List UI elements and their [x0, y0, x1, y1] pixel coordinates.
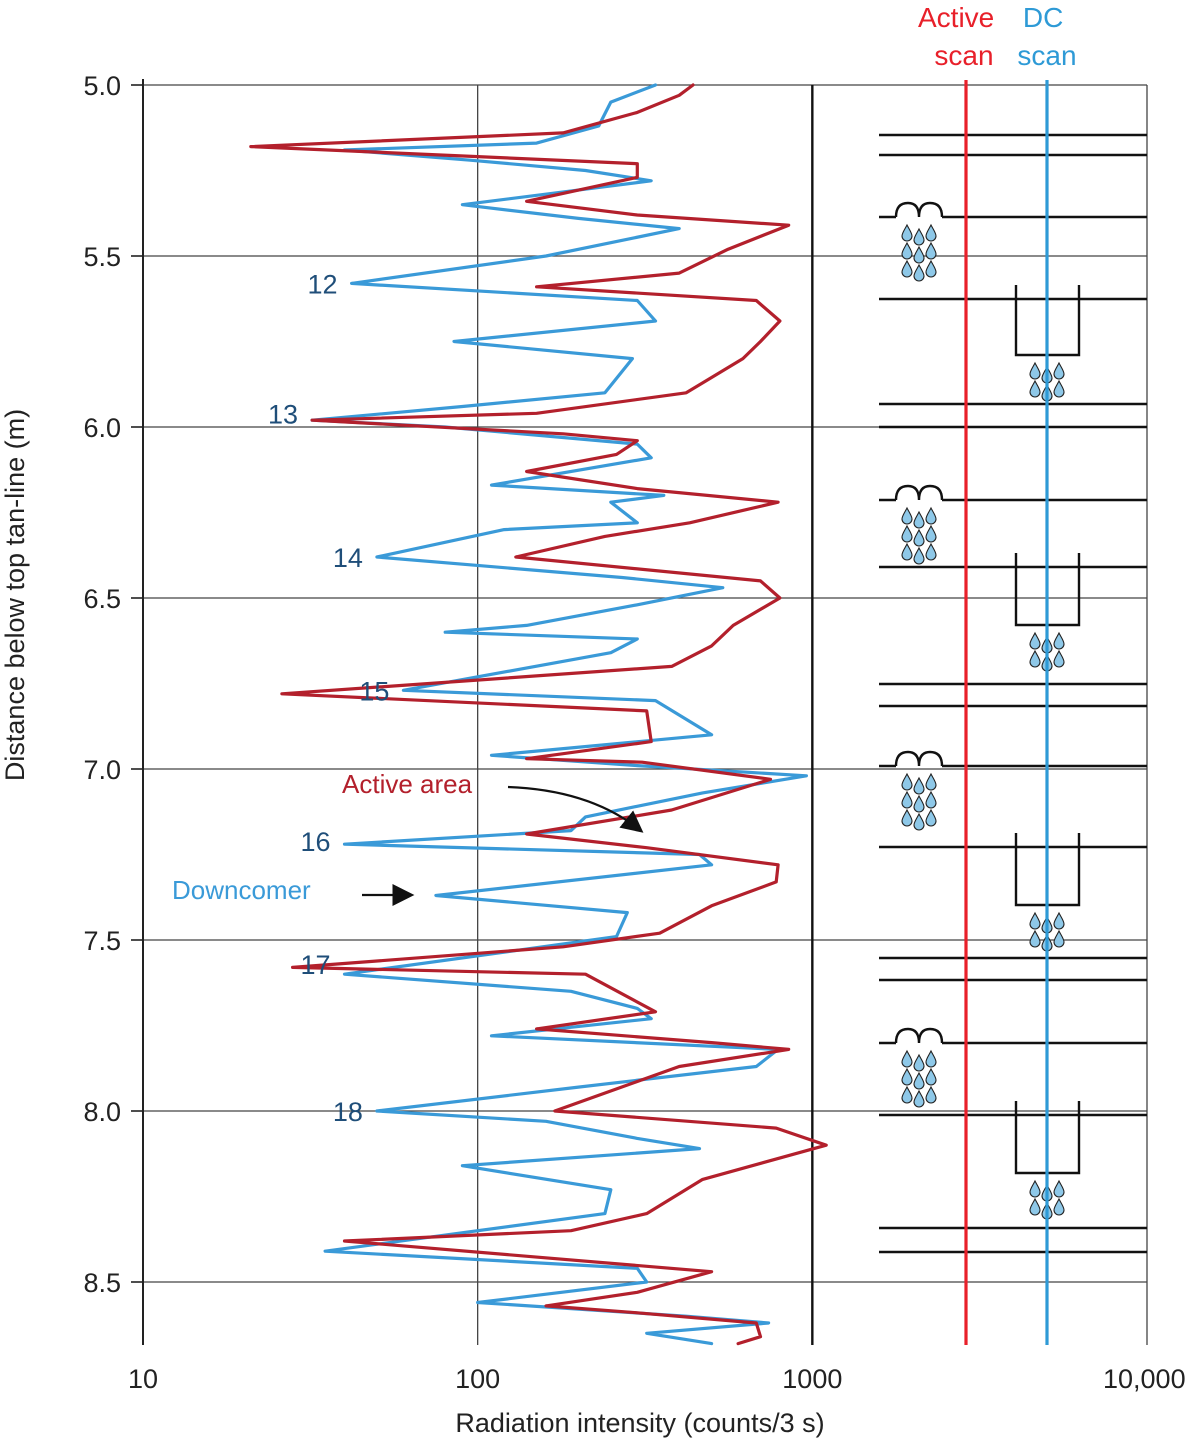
droplet-icon	[925, 506, 937, 525]
droplet-icon	[913, 1053, 925, 1072]
legend-active-scan-label: Active scan	[918, 2, 1002, 71]
droplet-icon	[913, 1089, 925, 1108]
droplet-icon	[901, 808, 913, 827]
droplet-icon	[913, 812, 925, 831]
droplet-icon	[1053, 649, 1065, 668]
droplet-icon	[913, 245, 925, 264]
droplet-icon	[1053, 631, 1065, 650]
droplet-icon	[925, 542, 937, 561]
y-tick-label: 7.5	[83, 926, 121, 956]
droplet-icon	[1053, 1197, 1065, 1216]
droplet-icon	[901, 772, 913, 791]
valve-cap-icon	[894, 1027, 944, 1044]
tower-schematic	[879, 80, 1147, 1345]
falling-liquid-icon	[901, 506, 937, 565]
droplet-icon	[925, 772, 937, 791]
droplet-icon	[913, 528, 925, 547]
tray-number-label: 12	[308, 269, 338, 299]
y-tick-label: 5.0	[83, 71, 121, 101]
droplet-icon	[913, 263, 925, 282]
falling-liquid-icon	[901, 1049, 937, 1108]
droplet-icon	[1053, 911, 1065, 930]
x-tick-label: 10	[128, 1364, 158, 1394]
tray-number-label: 16	[300, 827, 330, 857]
tray-number-label: 14	[333, 543, 363, 573]
droplet-icon	[1029, 1179, 1041, 1198]
droplet-icon	[1053, 361, 1065, 380]
x-axis-label: Radiation intensity (counts/3 s)	[455, 1408, 824, 1438]
droplet-icon	[1029, 929, 1041, 948]
droplet-icon	[913, 546, 925, 565]
series-layer: 12 13 14 15 16 17 18	[249, 83, 828, 1346]
valve-cap-icon	[894, 750, 944, 767]
x-tick-label: 10,000	[1103, 1364, 1186, 1394]
droplet-icon	[1029, 361, 1041, 380]
droplet-icon	[925, 259, 937, 278]
droplet-icon	[913, 776, 925, 795]
axes: 5.0 5.5 6.0 6.5 7.0 7.5 8.0 8.5 10 100 1000 10,000	[83, 71, 1185, 1394]
valve-cap-icon	[894, 201, 944, 218]
y-tick-label: 8.0	[83, 1097, 121, 1127]
x-tick-label: 1000	[782, 1364, 842, 1394]
droplet-icon	[925, 524, 937, 543]
y-tick-label: 6.5	[83, 584, 121, 614]
droplet-icon	[913, 510, 925, 529]
droplet-icon	[901, 524, 913, 543]
y-tick-label: 6.0	[83, 413, 121, 443]
droplet-icon	[901, 241, 913, 260]
droplet-icon	[1029, 379, 1041, 398]
droplet-icon	[925, 241, 937, 260]
active-area-arrow	[507, 785, 644, 833]
droplet-icon	[1029, 649, 1041, 668]
legend-dc-scan-label: DC scan	[1017, 2, 1076, 71]
droplet-icon	[901, 1067, 913, 1086]
droplet-icon	[925, 223, 937, 242]
falling-liquid-icon	[901, 223, 937, 282]
droplet-icon	[1053, 929, 1065, 948]
y-tick-label: 7.0	[83, 755, 121, 785]
droplet-icon	[1053, 379, 1065, 398]
tray-number-label: 15	[359, 676, 389, 706]
droplet-icon	[913, 794, 925, 813]
droplet-icon	[1029, 911, 1041, 930]
y-axis-label: Distance below top tan-line (m)	[0, 409, 30, 781]
droplet-icon	[901, 790, 913, 809]
valve-cap-icon	[894, 484, 944, 501]
active-area-annotation: Active area	[342, 769, 473, 799]
droplet-icon	[925, 1085, 937, 1104]
droplet-icon	[925, 790, 937, 809]
droplet-icon	[901, 259, 913, 278]
tray-number-label: 17	[300, 950, 330, 980]
tray-number-label: 18	[333, 1097, 363, 1127]
droplet-icon	[1053, 1179, 1065, 1198]
droplet-icon	[913, 227, 925, 246]
droplet-icon	[901, 1049, 913, 1068]
droplet-icon	[901, 542, 913, 561]
tray-number-label: 13	[268, 399, 298, 429]
droplet-icon	[925, 1067, 937, 1086]
droplet-icon	[925, 1049, 937, 1068]
downcomer-annotation: Downcomer	[172, 875, 311, 905]
falling-liquid-icon	[1029, 361, 1065, 402]
droplet-icon	[901, 1085, 913, 1104]
falling-liquid-icon	[901, 772, 937, 831]
y-tick-label: 5.5	[83, 242, 121, 272]
active-scan-series-line	[249, 83, 828, 1346]
y-tick-label: 8.5	[83, 1268, 121, 1298]
droplet-icon	[1029, 1197, 1041, 1216]
droplet-icon	[925, 808, 937, 827]
droplet-icon	[913, 1071, 925, 1090]
gridlines	[143, 84, 1148, 1345]
x-tick-label: 100	[455, 1364, 500, 1394]
droplet-icon	[901, 223, 913, 242]
droplet-icon	[1029, 631, 1041, 650]
dc-scan-series-line	[310, 83, 809, 1346]
droplet-icon	[901, 506, 913, 525]
